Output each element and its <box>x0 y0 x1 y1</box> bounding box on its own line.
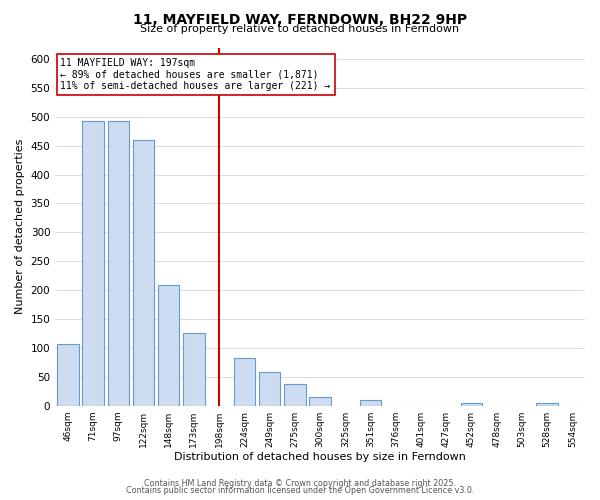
Bar <box>461 403 482 406</box>
Bar <box>310 397 331 406</box>
Bar <box>82 121 104 406</box>
Bar <box>284 384 305 406</box>
Bar <box>233 358 255 406</box>
Bar <box>259 372 280 406</box>
Text: Contains public sector information licensed under the Open Government Licence v3: Contains public sector information licen… <box>126 486 474 495</box>
Y-axis label: Number of detached properties: Number of detached properties <box>15 139 25 314</box>
Bar <box>57 344 79 406</box>
Bar <box>107 121 129 406</box>
Bar <box>158 285 179 406</box>
Bar <box>536 403 558 406</box>
Text: Contains HM Land Registry data © Crown copyright and database right 2025.: Contains HM Land Registry data © Crown c… <box>144 478 456 488</box>
X-axis label: Distribution of detached houses by size in Ferndown: Distribution of detached houses by size … <box>174 452 466 462</box>
Bar <box>183 333 205 406</box>
Bar <box>133 140 154 406</box>
Text: 11, MAYFIELD WAY, FERNDOWN, BH22 9HP: 11, MAYFIELD WAY, FERNDOWN, BH22 9HP <box>133 12 467 26</box>
Text: Size of property relative to detached houses in Ferndown: Size of property relative to detached ho… <box>140 24 460 34</box>
Text: 11 MAYFIELD WAY: 197sqm
← 89% of detached houses are smaller (1,871)
11% of semi: 11 MAYFIELD WAY: 197sqm ← 89% of detache… <box>61 58 331 92</box>
Bar <box>360 400 381 406</box>
